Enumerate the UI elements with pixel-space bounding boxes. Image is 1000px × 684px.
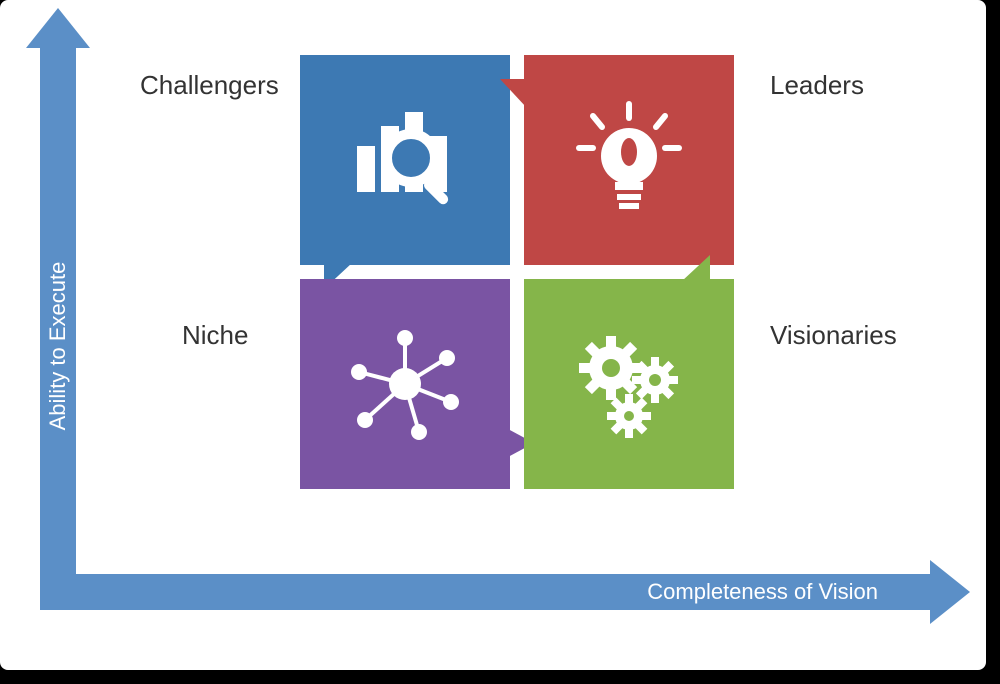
pointer-leaders xyxy=(500,79,526,107)
y-axis-label: Ability to Execute xyxy=(45,262,71,431)
x-axis-label: Completeness of Vision xyxy=(647,579,878,605)
tile-niche xyxy=(300,279,510,489)
bar-analytics-icon xyxy=(345,100,465,220)
tile-challengers xyxy=(300,55,510,265)
pointer-visionaries xyxy=(682,255,710,281)
diagram-card: Ability to Execute Completeness of Visio… xyxy=(0,0,986,670)
x-axis: Completeness of Vision xyxy=(40,574,968,610)
label-challengers: Challengers xyxy=(140,70,279,101)
label-niche: Niche xyxy=(182,320,248,351)
lightbulb-icon xyxy=(569,100,689,220)
y-axis-arrowhead xyxy=(26,8,90,48)
quadrant-area: Challengers Leaders Niche Visionaries xyxy=(110,30,956,560)
tile-visionaries xyxy=(524,279,734,489)
tile-leaders xyxy=(524,55,734,265)
y-axis: Ability to Execute xyxy=(40,10,76,610)
x-axis-arrowhead xyxy=(930,560,970,624)
network-icon xyxy=(345,324,465,444)
label-visionaries: Visionaries xyxy=(770,320,897,351)
gears-icon xyxy=(569,324,689,444)
label-leaders: Leaders xyxy=(770,70,864,101)
